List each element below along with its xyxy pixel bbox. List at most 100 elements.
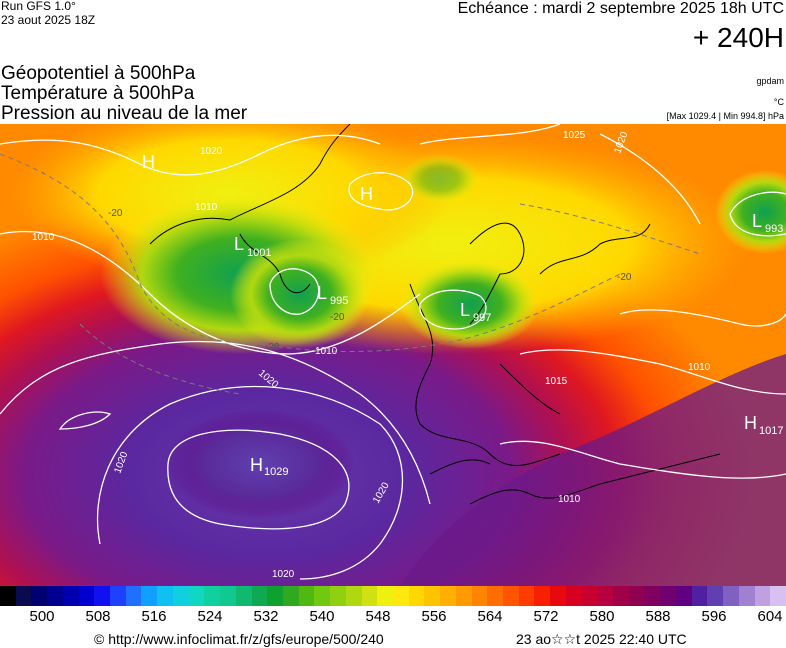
colorbar [0,586,786,606]
colorbar-tick-508: 508 [85,608,111,625]
colorbar-swatch-47 [738,586,755,606]
colorbar-swatch-9 [141,586,158,606]
high-value-1017: 1017 [759,425,783,437]
colorbar-swatch-28 [440,586,456,606]
colorbar-swatch-12 [188,586,205,606]
colorbar-swatch-19 [298,586,315,606]
unit-temperature: °C [773,97,784,107]
echeance-label: Echéance : mardi 2 septembre 2025 18h UT… [457,0,784,17]
isotherm-label-d: -20 [330,312,345,323]
colorbar-tick-556: 556 [421,608,447,625]
colorbar-swatch-0 [0,586,16,606]
colorbar-swatch-27 [424,586,441,606]
low-centre-993: L [752,211,762,231]
low-value-995: 995 [330,295,348,307]
colorbar-swatch-4 [62,586,79,606]
high-centre-north: H [360,184,373,204]
high-centre-1029: H [250,455,263,475]
colorbar-tick-516: 516 [141,608,167,625]
coastlines [149,124,721,505]
colorbar-swatch-18 [282,586,299,606]
run-date: 23 aout 2025 18Z [1,13,96,27]
low-value-993: 993 [765,223,783,235]
weather-map: H 1029 L 1001 L 995 L 997 L 993 H 1017 H… [0,124,786,586]
colorbar-swatch-37 [581,586,598,606]
high-1029-field [165,409,355,519]
isotherms [0,153,701,395]
colorbar-swatch-24 [377,586,393,606]
low-centre-997: L [460,300,470,320]
footer-timestamp: 23 ao☆☆t 2025 22:40 UTC [516,631,687,647]
colorbar-swatch-29 [455,586,472,606]
colorbar-swatch-35 [550,586,566,606]
colorbar-swatch-14 [220,586,236,606]
isobar-label-1015: 1015 [545,376,568,387]
colorbar-swatch-17 [267,586,283,606]
colorbar-swatch-30 [471,586,488,606]
colorbar-swatch-44 [691,586,708,606]
colorbar-swatch-3 [47,586,63,606]
warm-band [400,354,786,586]
colorbar-swatch-36 [565,586,582,606]
isotherm-label-c: -20 [617,272,632,283]
colorbar-swatch-41 [644,586,661,606]
colorbar-swatch-21 [330,586,346,606]
isobar-label-1010-e: 1010 [195,202,218,213]
colorbar-swatch-34 [534,586,551,606]
colorbar-swatch-26 [408,586,425,606]
low-995-field [230,239,370,349]
colorbar-tick-564: 564 [477,608,503,625]
colorbar-swatch-42 [660,586,676,606]
colorbar-tick-596: 596 [701,608,727,625]
colorbar-swatch-8 [125,586,142,606]
high-centre-1017: H [744,413,757,433]
colorbar-swatch-43 [675,586,692,606]
colorbar-swatch-46 [723,586,739,606]
colorbar-tick-572: 572 [533,608,559,625]
pressure-range: [Max 1029.4 | Min 994.8] hPa [666,111,784,121]
colorbar-tick-500: 500 [29,608,55,625]
colorbar-swatch-6 [94,586,111,606]
low-centre-1001: L [234,234,244,254]
isotherm-label-b: -20 [265,342,280,353]
low-997-field [400,259,540,349]
isobar-label-1020-f: 1020 [200,146,223,157]
high-value-1029: 1029 [264,466,288,478]
colorbar-swatch-23 [361,586,378,606]
isobar-label-1010-c: 1010 [688,362,711,373]
colorbar-swatch-13 [204,586,221,606]
colorbar-swatch-45 [707,586,724,606]
colorbar-swatch-15 [235,586,252,606]
run-label: Run GFS 1.0° [1,0,76,13]
isobars [0,124,786,580]
colorbar-swatch-5 [78,586,95,606]
colorbar-swatch-33 [518,586,535,606]
colorbar-swatch-38 [597,586,614,606]
colorbar-swatch-2 [31,586,48,606]
colorbar-tick-588: 588 [645,608,671,625]
high-centre-greenland: H [142,152,155,172]
colorbar-swatch-22 [345,586,362,606]
low-value-1001: 1001 [247,247,271,259]
colorbar-swatch-10 [157,586,173,606]
colorbar-tick-604: 604 [757,608,783,625]
colorbar-swatch-32 [503,586,519,606]
title-temperature: Température à 500hPa [1,83,195,104]
colorbar-tick-524: 524 [197,608,223,625]
colorbar-ticks: 500 508 516 524 532 540 548 556 564 572 580 588 596 6… [0,608,786,628]
colorbar-swatch-39 [613,586,629,606]
colorbar-tick-532: 532 [253,608,279,625]
colorbar-swatch-40 [628,586,645,606]
low-value-997: 997 [473,312,491,324]
low-centre-995: L [317,283,327,303]
colorbar-swatch-31 [487,586,503,606]
isotherm-labels: -20 -20 -20 -20 [108,208,632,353]
isobar-label-1020-a: 1020 [272,569,295,580]
credit-link[interactable]: © http://www.infoclimat.fr/z/gfs/europe/… [94,631,384,647]
isobar-label-1010-b: 1010 [315,346,338,357]
high-north-field [400,154,480,204]
title-geopotential: Géopotentiel à 500hPa [1,63,196,84]
colorbar-swatch-20 [314,586,331,606]
isobar-label-1010-d: 1010 [558,494,581,505]
unit-geopotential: gpdam [756,76,784,86]
